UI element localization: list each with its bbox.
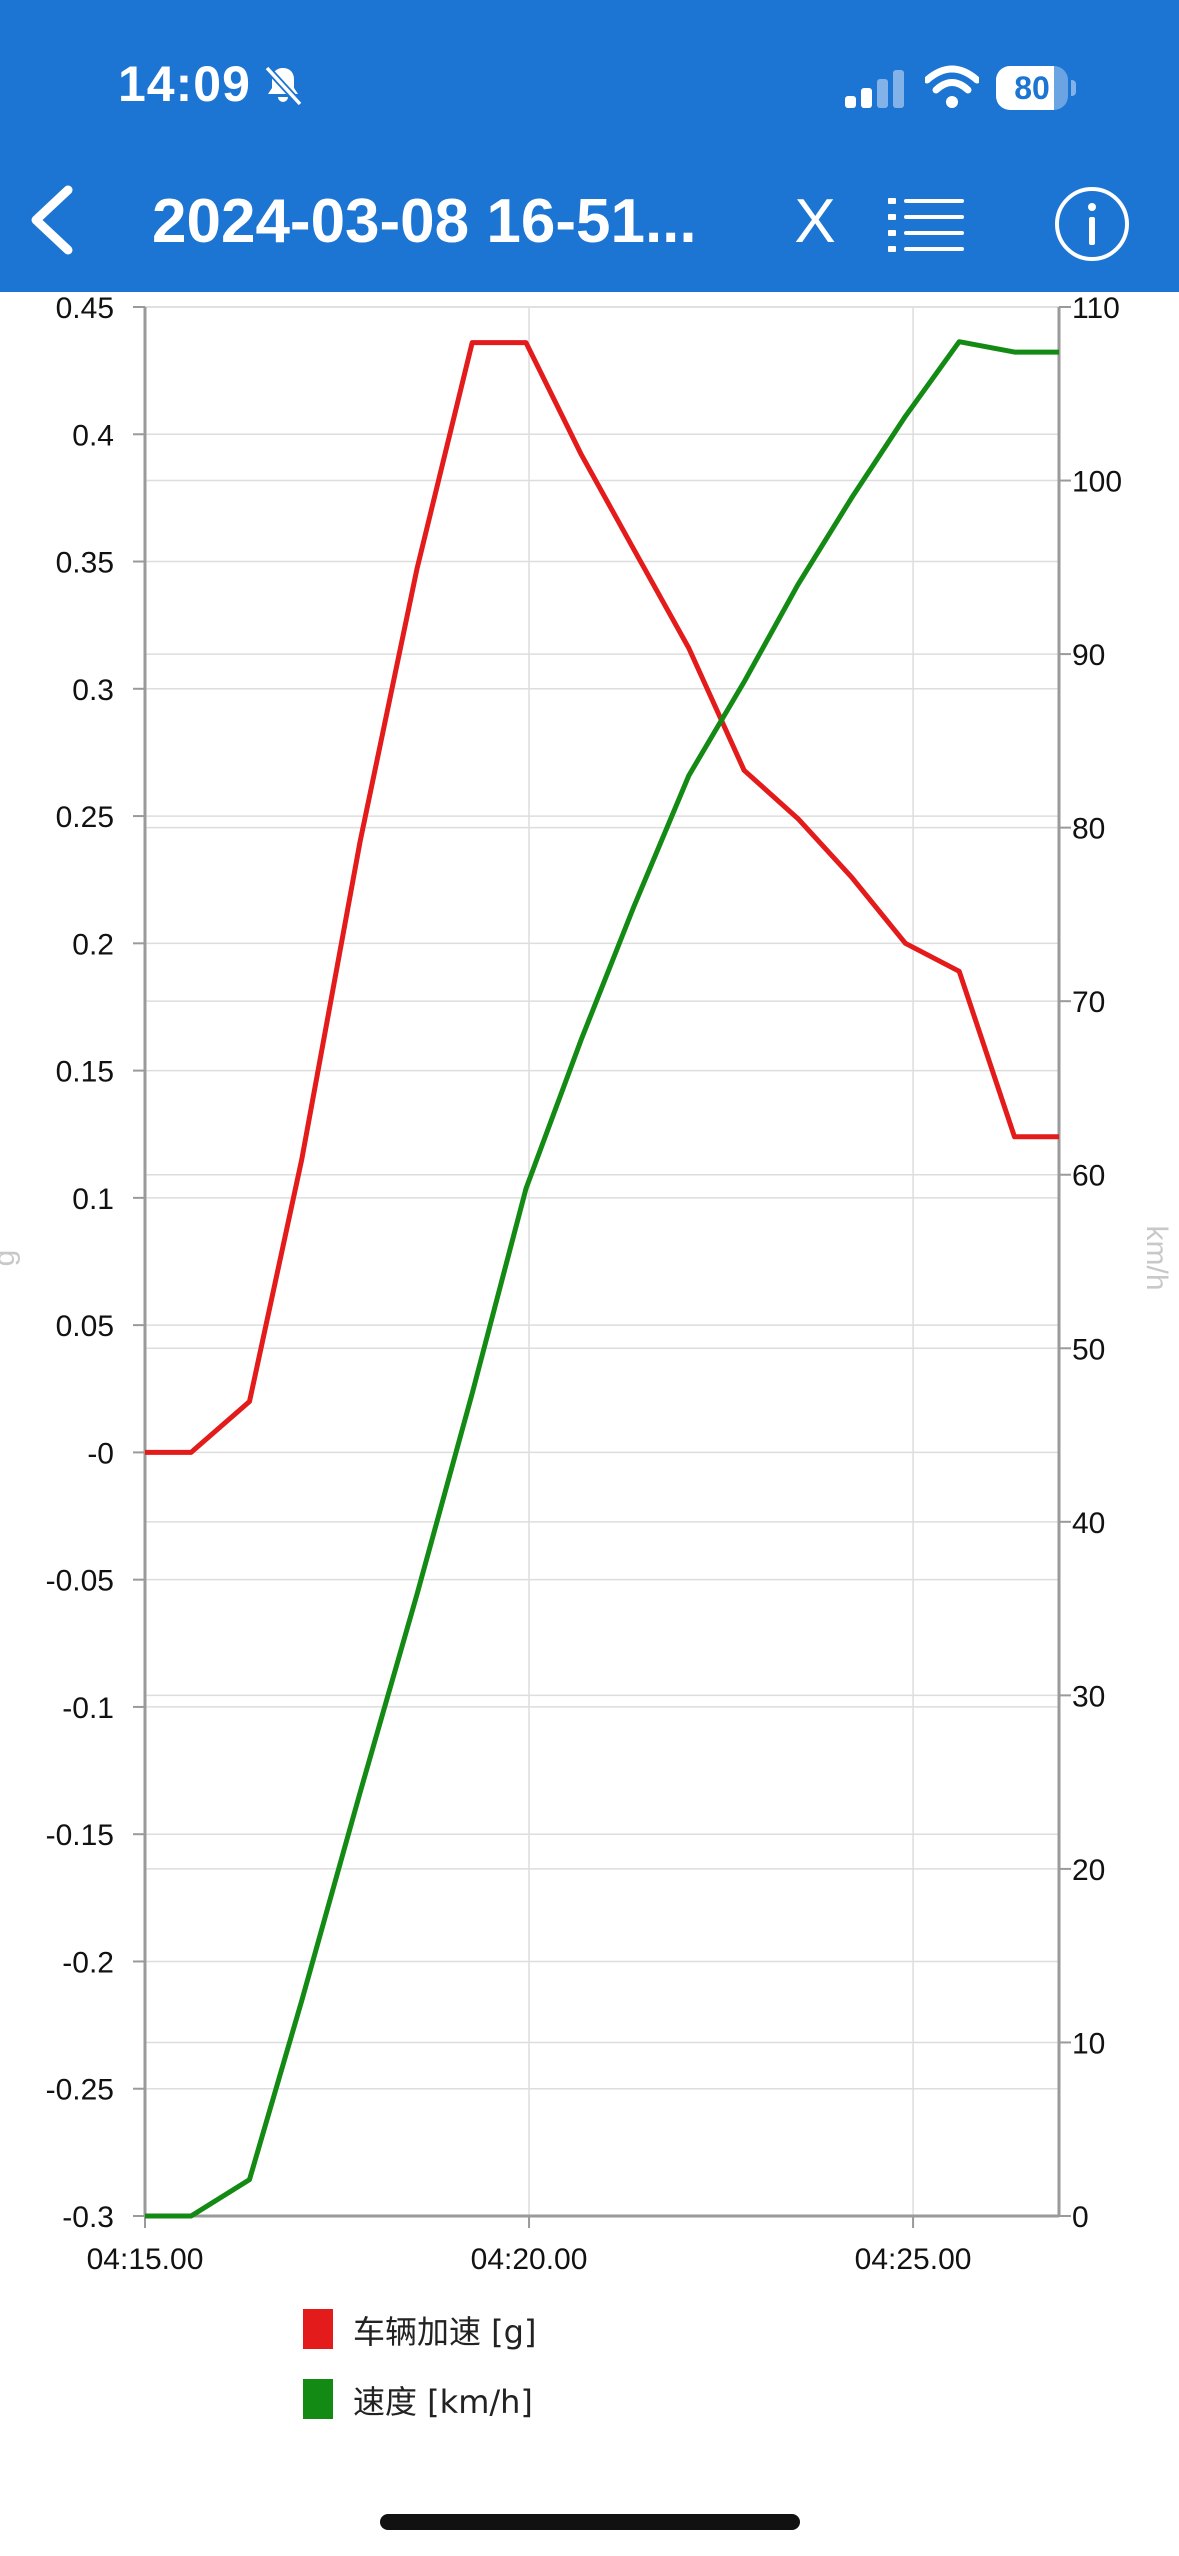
left-axis-tick-label: -0.15 bbox=[46, 1819, 114, 1852]
list-button[interactable] bbox=[888, 196, 964, 256]
battery-fill bbox=[996, 66, 1054, 110]
right-axis-tick-label: 80 bbox=[1072, 813, 1105, 846]
app-bar: 14:09 80 2024-03-08 16-51... X bbox=[0, 0, 1179, 292]
list-icon bbox=[888, 198, 964, 252]
right-axis-tick-label: 10 bbox=[1072, 2027, 1105, 2060]
left-axis-tick-label: -0 bbox=[87, 1437, 114, 1470]
right-axis-tick-label: 90 bbox=[1072, 639, 1105, 672]
info-button[interactable] bbox=[1054, 186, 1130, 262]
battery-indicator: 80 bbox=[996, 66, 1076, 110]
left-axis-tick-label: 0.15 bbox=[56, 1056, 114, 1089]
right-axis-tick-label: 110 bbox=[1072, 292, 1120, 325]
right-axis-tick-label: 70 bbox=[1072, 986, 1105, 1019]
info-icon bbox=[1055, 187, 1129, 261]
close-button[interactable]: X bbox=[794, 187, 836, 256]
left-axis-tick-label: 0.05 bbox=[56, 1310, 114, 1343]
left-axis-tick-label: 0.45 bbox=[56, 292, 114, 325]
left-axis-tick-label: -0.2 bbox=[62, 1946, 114, 1979]
bell-muted-icon bbox=[264, 65, 303, 107]
legend-swatch-speed bbox=[303, 2379, 333, 2419]
x-axis-tick-label: 04:20.00 bbox=[471, 2243, 588, 2276]
home-indicator bbox=[380, 2514, 800, 2530]
left-axis-tick-label: -0.3 bbox=[62, 2201, 114, 2234]
status-time: 14:09 bbox=[118, 56, 251, 112]
back-button[interactable] bbox=[22, 180, 82, 260]
right-axis-tick-label: 60 bbox=[1072, 1160, 1105, 1193]
x-axis-tick-label: 04:25.00 bbox=[855, 2243, 972, 2276]
right-axis-tick-label: 100 bbox=[1072, 466, 1122, 499]
right-axis-title: km/h bbox=[1140, 1225, 1173, 1290]
chevron-left-icon bbox=[31, 185, 73, 255]
left-axis-tick-label: -0.25 bbox=[46, 2074, 114, 2107]
x-axis-tick-label: 04:15.00 bbox=[87, 2243, 204, 2276]
left-axis-tick-label: 0.2 bbox=[72, 928, 114, 961]
battery-percent: 80 bbox=[1014, 70, 1050, 106]
right-axis-tick-label: 50 bbox=[1072, 1333, 1105, 1366]
wifi-icon bbox=[925, 65, 979, 108]
left-axis-tick-label: 0.1 bbox=[72, 1183, 114, 1216]
page-title: 2024-03-08 16-51... bbox=[152, 187, 697, 256]
left-axis-tick-label: 0.25 bbox=[56, 801, 114, 834]
right-axis-tick-label: 40 bbox=[1072, 1507, 1105, 1540]
legend-label-acceleration: 车辆加速 [g] bbox=[353, 2313, 537, 2351]
left-axis-tick-label: 0.35 bbox=[56, 547, 114, 580]
left-axis-tick-label: -0.05 bbox=[46, 1565, 114, 1598]
legend-swatch-acceleration bbox=[303, 2309, 333, 2349]
series-line-speed bbox=[145, 339, 1059, 2219]
legend-label-speed: 速度 [km/h] bbox=[353, 2383, 533, 2421]
right-axis-tick-label: 20 bbox=[1072, 1854, 1105, 1887]
series-line-acceleration bbox=[145, 340, 1059, 1455]
chart: 0.45 0.4 0.35 0.3 0.25 0.2 0.15 0.1 0.05 -0 -0.05 -… bbox=[0, 292, 1173, 2276]
left-axis-tick-label: 0.3 bbox=[72, 674, 114, 707]
cellular-signal-icon bbox=[845, 70, 904, 108]
right-axis-tick-label: 0 bbox=[1072, 2201, 1089, 2234]
left-axis-title: g bbox=[0, 1250, 21, 1267]
left-axis-tick-label: -0.1 bbox=[62, 1692, 114, 1725]
right-axis-tick-label: 30 bbox=[1072, 1680, 1105, 1713]
left-axis-tick-label: 0.4 bbox=[72, 419, 114, 452]
